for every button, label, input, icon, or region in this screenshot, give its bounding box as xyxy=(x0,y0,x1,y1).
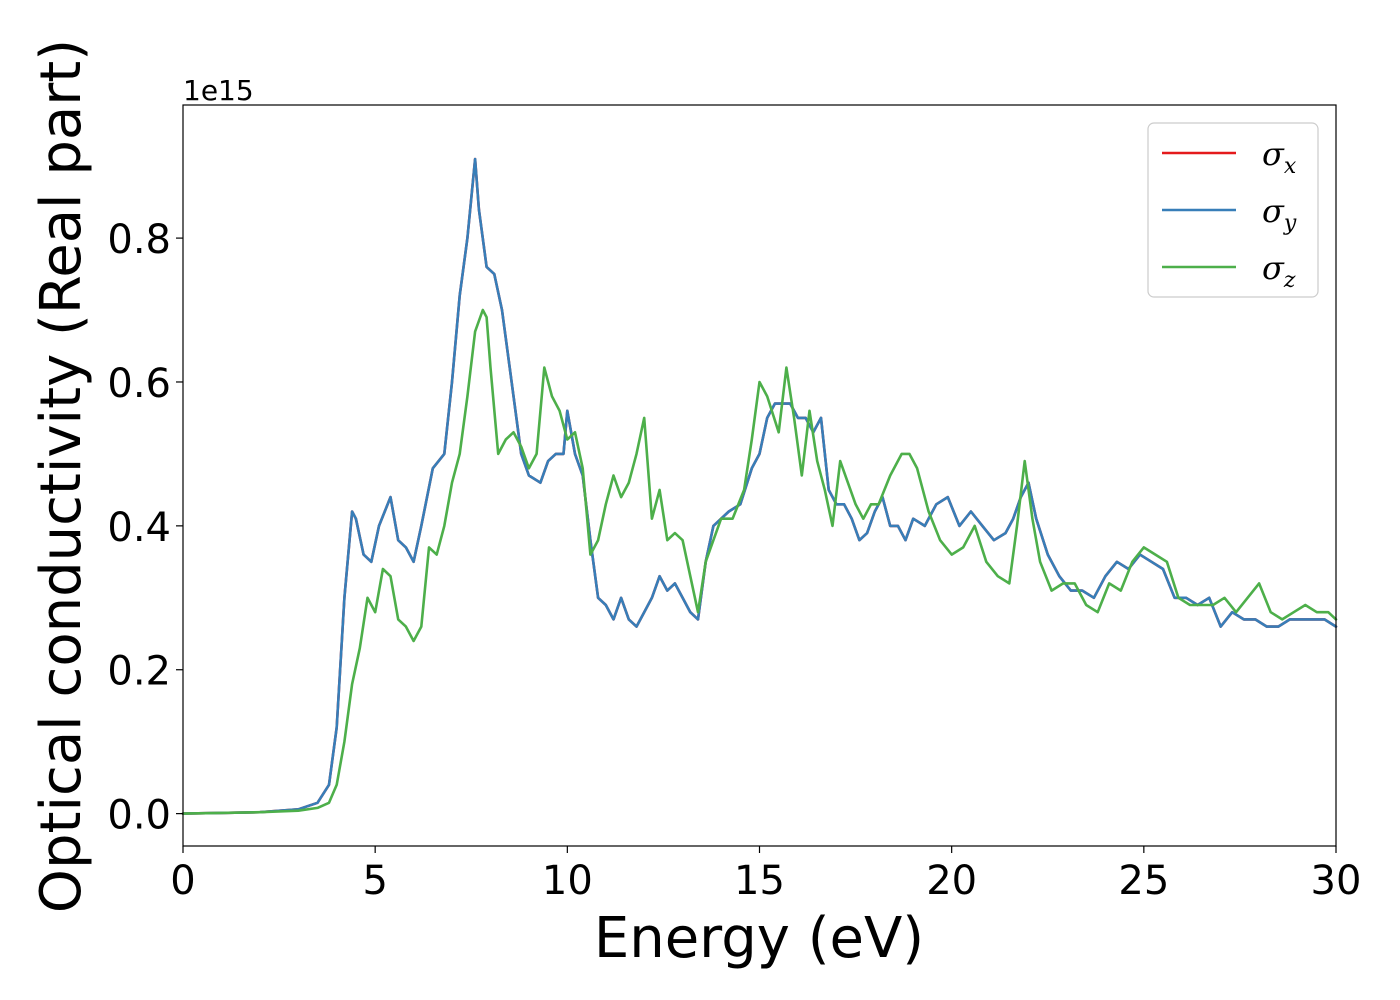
y-tick-label: 0.4 xyxy=(107,505,171,551)
x-tick-label: 30 xyxy=(1311,858,1362,904)
x-tick-label: 5 xyxy=(362,858,387,904)
x-tick-label: 10 xyxy=(542,858,593,904)
y-tick-label: 0.0 xyxy=(107,793,171,839)
series-line-y xyxy=(181,157,1338,815)
y-tick-label: 0.8 xyxy=(107,217,171,263)
y-axis-label: Optical conductivity (Real part) xyxy=(29,39,94,913)
plot-lines xyxy=(181,157,1338,815)
y-tick-label: 0.2 xyxy=(107,649,171,695)
legend-label-x: σx xyxy=(1262,135,1297,179)
y-axis: 0.0 0.2 0.4 0.6 0.8 xyxy=(107,217,183,839)
x-axis: 0 5 10 15 20 25 30 xyxy=(170,846,1361,904)
y-tick-label: 0.6 xyxy=(107,361,171,407)
x-tick-label: 15 xyxy=(734,858,785,904)
x-tick-label: 25 xyxy=(1118,858,1169,904)
y-offset-label: 1e15 xyxy=(183,74,254,107)
x-axis-label: Energy (eV) xyxy=(594,906,924,971)
series-line-z xyxy=(181,308,1338,815)
x-tick-label: 20 xyxy=(926,858,977,904)
x-tick-label: 0 xyxy=(170,858,195,904)
